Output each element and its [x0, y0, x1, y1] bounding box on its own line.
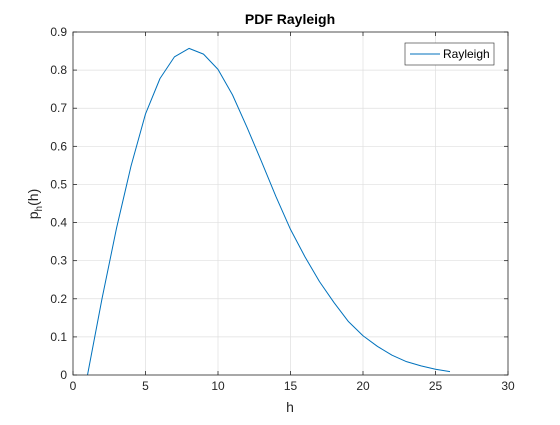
x-axis-label: h [286, 399, 294, 415]
legend: Rayleigh [405, 43, 494, 65]
x-tick-label: 15 [284, 379, 298, 393]
x-tick-label: 0 [70, 379, 77, 393]
x-tick-label: 20 [356, 379, 370, 393]
y-tick-label: 0.1 [50, 330, 67, 344]
chart-title: PDF Rayleigh [245, 11, 335, 27]
y-tick-label: 0 [60, 368, 67, 382]
y-axis-label: ph(h) [25, 189, 45, 219]
y-tick-label: 0.7 [50, 101, 67, 115]
y-tick-label: 0.3 [50, 254, 67, 268]
y-tick-label: 0.9 [50, 25, 67, 39]
x-tick-label: 30 [501, 379, 515, 393]
y-tick-label: 0.4 [50, 216, 67, 230]
x-tick-label: 25 [429, 379, 443, 393]
y-tick-label: 0.6 [50, 139, 67, 153]
legend-label-rayleigh: Rayleigh [443, 47, 490, 61]
y-tick-label: 0.8 [50, 63, 67, 77]
y-tick-label: 0.2 [50, 292, 67, 306]
x-tick-label: 10 [211, 379, 225, 393]
x-tick-label: 5 [142, 379, 149, 393]
y-tick-label: 0.5 [50, 177, 67, 191]
